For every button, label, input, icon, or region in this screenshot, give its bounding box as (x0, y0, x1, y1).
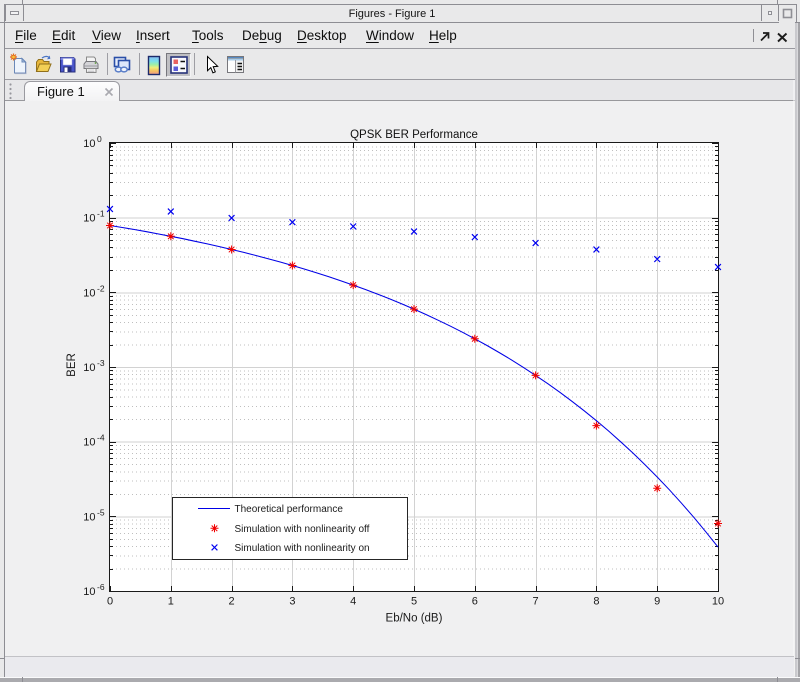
svg-text:-1: -1 (97, 209, 105, 219)
svg-text:7: 7 (533, 596, 539, 608)
svg-text:10: 10 (83, 213, 95, 225)
svg-text:9: 9 (654, 596, 660, 608)
svg-text:Eb/No (dB): Eb/No (dB) (386, 613, 443, 625)
svg-text:10: 10 (83, 362, 95, 374)
svg-text:10: 10 (83, 287, 95, 299)
svg-text:3: 3 (289, 596, 295, 608)
svg-text:6: 6 (472, 596, 478, 608)
svg-text:Simulation with nonlinearity o: Simulation with nonlinearity off (235, 524, 370, 535)
svg-text:-3: -3 (97, 358, 105, 368)
svg-text:4: 4 (350, 596, 356, 608)
svg-text:1: 1 (168, 596, 174, 608)
svg-text:10: 10 (83, 511, 95, 523)
svg-text:0: 0 (97, 134, 102, 144)
svg-text:-2: -2 (97, 283, 105, 293)
svg-text:8: 8 (593, 596, 599, 608)
svg-text:10: 10 (83, 138, 95, 150)
svg-text:5: 5 (411, 596, 417, 608)
svg-text:-4: -4 (97, 433, 105, 443)
svg-text:0: 0 (107, 596, 113, 608)
svg-text:-5: -5 (97, 507, 105, 517)
svg-text:10: 10 (712, 596, 724, 608)
svg-text:QPSK BER Performance: QPSK BER Performance (350, 129, 478, 141)
svg-text:Simulation with nonlinearity o: Simulation with nonlinearity on (235, 543, 370, 554)
svg-text:2: 2 (229, 596, 235, 608)
svg-text:10: 10 (83, 437, 95, 449)
svg-text:10: 10 (83, 586, 95, 598)
svg-text:-6: -6 (97, 582, 105, 592)
svg-text:BER: BER (66, 353, 78, 377)
svg-text:Theoretical performance: Theoretical performance (235, 504, 344, 515)
